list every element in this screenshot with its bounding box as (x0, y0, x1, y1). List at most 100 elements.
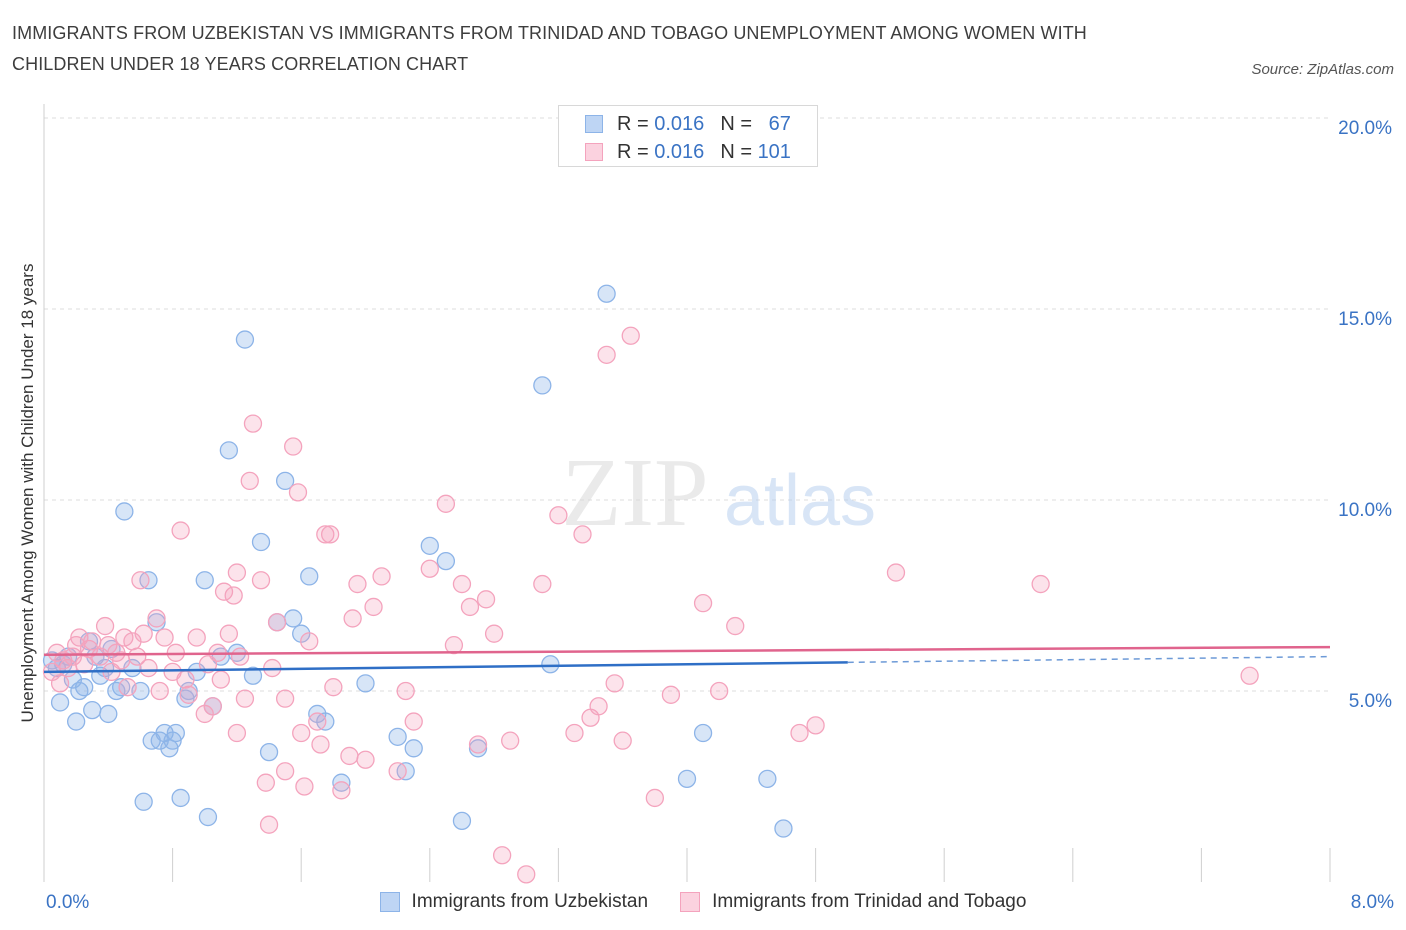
data-point (356, 750, 375, 769)
data-point (452, 811, 472, 831)
trend-lines (43, 645, 1331, 674)
n-label: N = (720, 112, 752, 135)
data-point (230, 647, 250, 666)
data-point (112, 678, 131, 697)
data-point (332, 781, 351, 800)
data-point (677, 769, 697, 789)
data-point (235, 330, 255, 349)
watermark-zip: ZIP (562, 439, 709, 547)
r-value: 0.016 (654, 112, 705, 135)
trend-line (43, 645, 1331, 656)
chart-title: IMMIGRANTS FROM UZBEKISTAN VS IMMIGRANTS… (12, 23, 1087, 74)
data-point (404, 712, 423, 731)
data-point (284, 609, 303, 628)
data-point (460, 597, 480, 617)
trend-line-extension (847, 655, 1331, 664)
tick-labels: 5.0% 10.0% 15.0% 20.0% 0.0% 8.0% (46, 118, 1394, 913)
legend-swatch-pink (585, 143, 603, 161)
data-point (1240, 666, 1259, 685)
data-point (292, 723, 311, 743)
data-points (42, 284, 1259, 884)
data-point (275, 471, 295, 491)
data-point (613, 731, 632, 750)
data-point (372, 567, 391, 586)
data-point (99, 704, 118, 724)
data-point (565, 723, 584, 743)
data-point (484, 624, 504, 643)
r-value: 0.016 (654, 140, 705, 163)
data-point (251, 532, 271, 552)
data-point (693, 723, 713, 743)
data-point (533, 574, 552, 594)
data-point (203, 697, 222, 716)
n-value: 67 (768, 112, 791, 135)
data-point (589, 697, 608, 716)
data-point (476, 590, 496, 609)
data-point (118, 678, 137, 697)
n-value: 101 (757, 140, 791, 163)
legend-swatch-blue (379, 892, 400, 912)
legend-label: Immigrants from Uzbekistan (411, 891, 649, 912)
data-point (396, 681, 415, 701)
legend-row-trinidad: R = 0.016 N = 101 (585, 139, 791, 165)
data-point (343, 609, 362, 628)
data-point (332, 773, 351, 792)
data-point (227, 563, 247, 582)
data-point (661, 685, 681, 704)
data-point (115, 502, 134, 521)
data-point (214, 582, 234, 601)
data-point (340, 746, 359, 766)
data-point (256, 773, 275, 792)
data-point (295, 777, 314, 796)
data-point (134, 624, 153, 643)
data-point (240, 471, 259, 491)
data-point (139, 658, 158, 678)
data-point (128, 647, 147, 666)
data-point (243, 666, 263, 685)
data-point (356, 674, 375, 693)
data-point (758, 769, 777, 789)
series-legend: Immigrants from Uzbekistan Immigrants fr… (0, 888, 1406, 916)
data-point (243, 414, 263, 433)
data-point (275, 762, 295, 781)
legend-swatch-blue (585, 115, 603, 133)
data-point (134, 792, 153, 811)
data-point (501, 731, 520, 750)
data-point (645, 788, 664, 808)
axes (43, 104, 1331, 882)
data-point (597, 284, 616, 303)
data-point (886, 563, 906, 582)
data-point (806, 716, 825, 735)
data-point (83, 632, 102, 651)
data-point (726, 616, 745, 636)
data-point (693, 593, 713, 613)
trend-line (43, 661, 848, 674)
data-point (492, 846, 512, 865)
data-point (517, 865, 536, 884)
data-point (420, 559, 439, 578)
data-point (171, 521, 190, 540)
data-point (790, 723, 809, 743)
data-point (275, 689, 295, 708)
data-point (311, 735, 330, 754)
data-point (187, 628, 206, 647)
data-point (267, 613, 287, 632)
data-point (436, 494, 456, 513)
x-tick-label: 0.0% (46, 892, 89, 913)
data-point (171, 788, 190, 808)
data-point (67, 712, 86, 731)
correlation-legend: R = 0.016 N = 67 R = 0.016 N = 101 (558, 105, 818, 167)
data-point (573, 525, 592, 544)
data-point (710, 681, 729, 701)
data-point (621, 326, 640, 345)
data-point (195, 571, 214, 590)
legend-row-uzbekistan: R = 0.016 N = 67 (585, 111, 791, 137)
data-point (219, 624, 239, 643)
y-tick-label: 5.0% (1349, 691, 1392, 712)
data-point (420, 536, 439, 555)
y-axis-label: Unemployment Among Women with Children U… (18, 264, 37, 723)
data-point (388, 762, 407, 781)
data-point (541, 655, 560, 674)
data-point (597, 345, 616, 364)
